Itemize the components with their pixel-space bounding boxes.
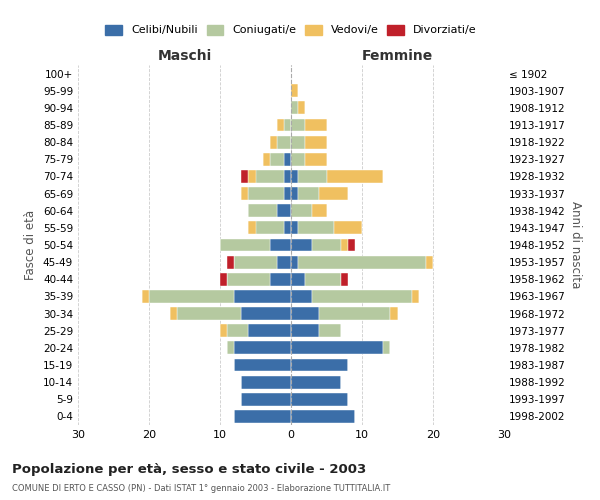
Legend: Celibi/Nubili, Coniugati/e, Vedovi/e, Divorziati/e: Celibi/Nubili, Coniugati/e, Vedovi/e, Di… [101,20,481,40]
Bar [291,324,319,337]
Bar [256,222,284,234]
Bar [291,204,313,217]
Bar [241,307,291,320]
Bar [248,324,291,337]
Bar [313,290,412,303]
Bar [170,307,178,320]
Bar [291,187,298,200]
Bar [277,204,291,217]
Bar [277,256,291,268]
Bar [326,170,383,183]
Y-axis label: Fasce di età: Fasce di età [25,210,37,280]
Bar [391,307,398,320]
Bar [227,256,234,268]
Bar [270,136,277,148]
Bar [291,256,298,268]
Bar [412,290,419,303]
Bar [227,273,270,285]
Text: Maschi: Maschi [157,50,212,64]
Bar [248,170,256,183]
Bar [284,170,291,183]
Bar [305,273,341,285]
Bar [291,118,305,132]
Bar [241,393,291,406]
Bar [341,273,348,285]
Bar [234,290,291,303]
Bar [298,170,326,183]
Bar [227,324,248,337]
Bar [241,170,248,183]
Bar [291,136,305,148]
Bar [270,238,291,252]
Bar [263,153,270,166]
Bar [291,393,348,406]
Bar [284,187,291,200]
Bar [220,238,270,252]
Bar [227,342,234,354]
Bar [241,376,291,388]
Bar [234,256,277,268]
Bar [291,170,298,183]
Text: Popolazione per età, sesso e stato civile - 2003: Popolazione per età, sesso e stato civil… [12,462,366,475]
Bar [298,187,319,200]
Bar [270,273,291,285]
Bar [291,102,298,114]
Bar [284,222,291,234]
Bar [234,410,291,423]
Bar [291,358,348,372]
Bar [291,222,298,234]
Bar [291,84,298,97]
Bar [319,307,391,320]
Bar [270,153,284,166]
Bar [291,342,383,354]
Bar [348,238,355,252]
Bar [298,256,426,268]
Bar [277,118,284,132]
Bar [149,290,234,303]
Bar [234,358,291,372]
Bar [241,187,248,200]
Bar [313,204,326,217]
Bar [305,118,326,132]
Bar [319,324,341,337]
Bar [305,136,326,148]
Bar [341,238,348,252]
Bar [248,187,284,200]
Bar [313,238,341,252]
Text: Femmine: Femmine [362,50,433,64]
Bar [305,153,326,166]
Bar [291,153,305,166]
Text: COMUNE DI ERTO E CASSO (PN) - Dati ISTAT 1° gennaio 2003 - Elaborazione TUTTITAL: COMUNE DI ERTO E CASSO (PN) - Dati ISTAT… [12,484,390,493]
Bar [291,290,313,303]
Bar [383,342,391,354]
Bar [426,256,433,268]
Bar [284,153,291,166]
Bar [284,118,291,132]
Bar [248,204,277,217]
Bar [298,222,334,234]
Bar [291,410,355,423]
Bar [142,290,149,303]
Bar [256,170,284,183]
Bar [220,273,227,285]
Bar [248,222,256,234]
Bar [178,307,241,320]
Bar [319,187,348,200]
Bar [291,376,341,388]
Bar [234,342,291,354]
Bar [298,102,305,114]
Bar [291,307,319,320]
Bar [291,238,313,252]
Bar [291,273,305,285]
Y-axis label: Anni di nascita: Anni di nascita [569,202,582,288]
Bar [277,136,291,148]
Bar [220,324,227,337]
Bar [334,222,362,234]
